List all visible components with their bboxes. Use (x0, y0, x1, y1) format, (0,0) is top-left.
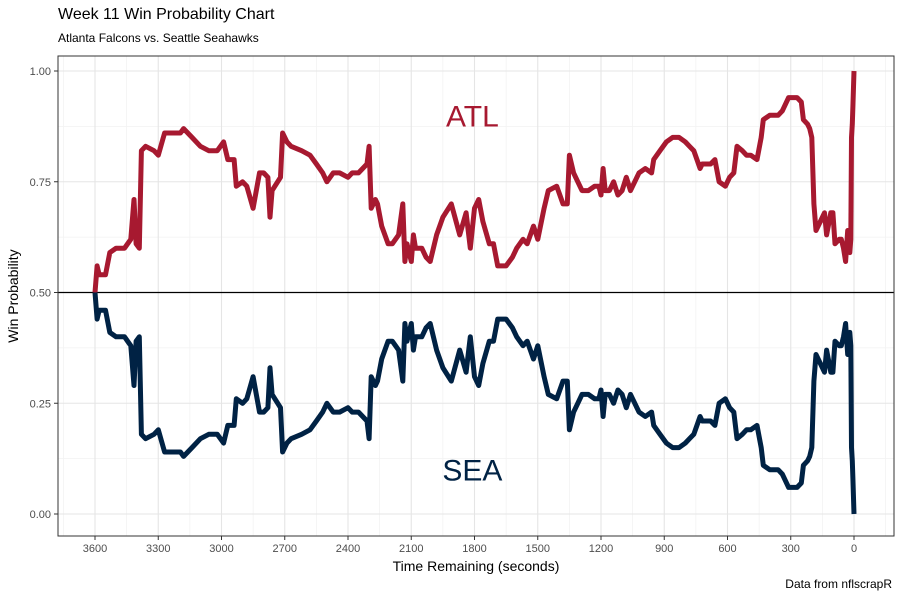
x-tick-label: 3000 (209, 543, 233, 555)
team-label-sea: SEA (442, 455, 502, 488)
x-tick-label: 2100 (399, 543, 423, 555)
annotation-layer: ATL SEA (442, 100, 502, 487)
x-axis-ticks: 3600 3300 3000 2700 2400 2100 1800 1500 1200 900 6… (83, 536, 857, 555)
plot-border (57, 55, 895, 537)
x-tick-label: 0 (851, 543, 857, 555)
x-tick-label: 3600 (83, 543, 107, 555)
x-tick-label: 900 (655, 543, 673, 555)
x-tick-label: 2700 (273, 543, 297, 555)
y-axis-ticks: 0.00 0.25 0.50 0.75 1.00 (30, 66, 58, 521)
series-line-sea (92, 292, 857, 515)
x-tick-label: 600 (718, 543, 736, 555)
major-gridlines (58, 56, 894, 536)
chart-title: Week 11 Win Probability Chart (58, 6, 275, 23)
y-tick-label: 0.00 (30, 509, 51, 521)
x-tick-label: 3300 (146, 543, 170, 555)
series-layer (92, 70, 857, 515)
y-tick-label: 0.50 (30, 288, 51, 300)
chart-caption: Data from nflscrapR (785, 577, 892, 591)
x-tick-label: 1500 (526, 543, 550, 555)
x-tick-label: 1800 (462, 543, 486, 555)
series-line-atl (92, 70, 857, 293)
x-tick-label: 1200 (589, 543, 613, 555)
minor-gridlines (58, 56, 894, 536)
y-tick-label: 0.75 (30, 177, 51, 189)
y-tick-label: 0.25 (30, 398, 51, 410)
x-axis-title: Time Remaining (seconds) (393, 558, 560, 574)
chart-subtitle: Atlanta Falcons vs. Seattle Seahawks (58, 31, 259, 45)
x-tick-label: 2400 (336, 543, 360, 555)
x-tick-label: 300 (782, 543, 800, 555)
y-axis-title: Win Probability (5, 249, 21, 342)
y-tick-label: 1.00 (30, 66, 51, 78)
plot-panel (58, 56, 894, 536)
team-label-atl: ATL (446, 100, 499, 133)
